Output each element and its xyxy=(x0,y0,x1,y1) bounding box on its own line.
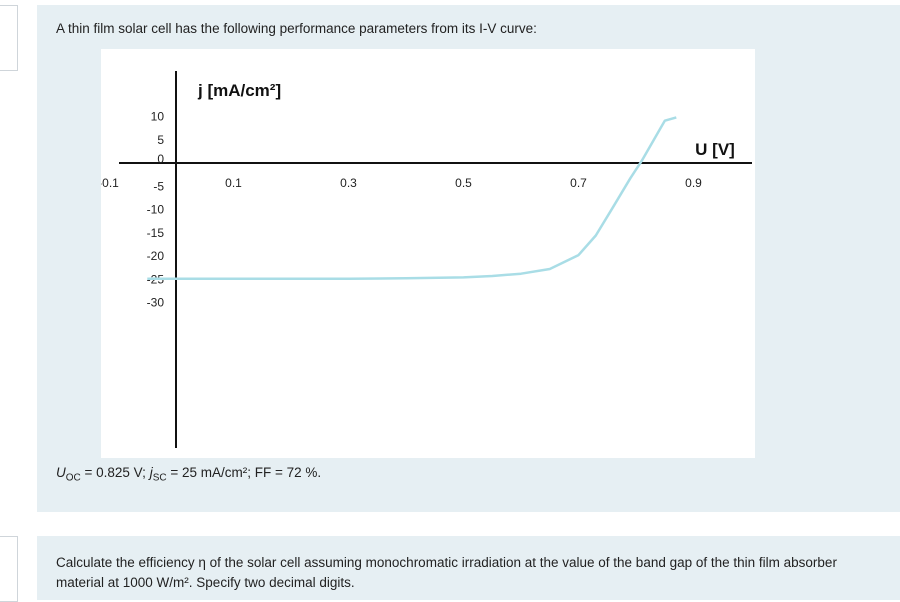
x-tick-label: 0.3 xyxy=(340,176,357,190)
y-tick-label: -30 xyxy=(147,296,165,310)
x-tick-label: -0.1 xyxy=(101,176,119,190)
iv-curve-svg: -0.10.10.30.50.70.91050-5-10-15-20-25-30… xyxy=(101,71,752,448)
y-tick-label: -20 xyxy=(147,249,165,263)
left-tab-lower xyxy=(0,536,18,602)
jsc-value: = 25 mA/cm²; FF = 72 %. xyxy=(166,465,322,480)
jsc-subscript: SC xyxy=(152,472,167,484)
x-axis-label: U [V] xyxy=(695,140,735,159)
uoc-value: = 0.825 V; xyxy=(80,465,150,480)
x-tick-label: 0.5 xyxy=(455,176,472,190)
iv-curve-line xyxy=(147,116,677,281)
given-parameters: UOC = 0.825 V; jSC = 25 mA/cm²; FF = 72 … xyxy=(56,465,321,484)
question-intro: A thin film solar cell has the following… xyxy=(56,21,537,36)
uoc-subscript: OC xyxy=(65,472,81,484)
y-tick-label: -10 xyxy=(147,203,165,217)
y-tick-label: 10 xyxy=(151,110,165,124)
x-tick-label: 0.9 xyxy=(685,176,702,190)
x-tick-label: 0.7 xyxy=(570,176,587,190)
question-panel: A thin film solar cell has the following… xyxy=(37,5,900,512)
question-text: Calculate the efficiency η of the solar … xyxy=(56,555,837,590)
uoc-symbol: U xyxy=(56,465,66,480)
iv-curve-chart: -0.10.10.30.50.70.91050-5-10-15-20-25-30… xyxy=(101,49,755,458)
question-prompt-panel: Calculate the efficiency η of the solar … xyxy=(37,536,900,600)
y-tick-label: -5 xyxy=(153,179,164,193)
y-tick-label: 5 xyxy=(157,133,164,147)
y-axis-label: j [mA/cm²] xyxy=(197,81,281,100)
x-tick-label: 0.1 xyxy=(225,176,242,190)
jsc-symbol: j xyxy=(149,465,153,480)
y-tick-label: 0 xyxy=(157,152,164,166)
left-tab-upper xyxy=(0,5,18,71)
y-tick-label: -15 xyxy=(147,226,165,240)
